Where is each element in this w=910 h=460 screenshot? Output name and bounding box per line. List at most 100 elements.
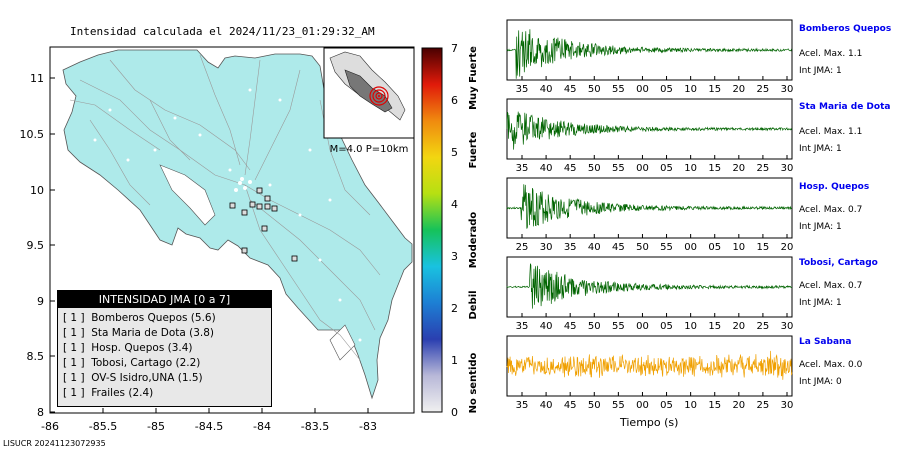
colorbar-label: Fuerte	[468, 131, 479, 168]
station-acel: Acel. Max. 0.0	[799, 360, 863, 370]
colorbar-label: No sentido	[468, 352, 479, 413]
legend-item: [ 1 ] Frailes (2.4)	[63, 387, 154, 399]
axis-tick-label: 40	[540, 321, 553, 332]
intensity-colorbar	[421, 47, 443, 413]
axis-tick-label: 05	[708, 242, 721, 253]
legend-title: INTENSIDAD JMA [0 a 7]	[58, 291, 271, 308]
axis-tick-label: 25	[757, 321, 770, 332]
lon-tick: -83	[359, 420, 377, 433]
lon-tick: -84.5	[195, 420, 223, 433]
lat-tick: 11	[30, 72, 44, 85]
axis-tick-label: 00	[636, 84, 649, 95]
axis-tick-label: 10	[684, 84, 697, 95]
lon-tick: -85	[147, 420, 165, 433]
axis-tick-label: 00	[636, 321, 649, 332]
axis-tick-label: 10	[732, 242, 745, 253]
road-network	[69, 54, 381, 361]
map-title: Intensidad calculada el 2024/11/23_01:29…	[70, 25, 375, 38]
axis-tick-label: 05	[660, 400, 673, 411]
axis-tick-label: 25	[757, 163, 770, 174]
inset-map	[323, 47, 415, 139]
legend-item: [ 1 ] Sta Maria de Dota (3.8)	[63, 327, 215, 339]
waveform-trace	[506, 29, 793, 79]
inset-label: M=4.0 P=10km	[330, 144, 409, 155]
axis-tick-label: 10	[684, 163, 697, 174]
axis-tick-label: 50	[588, 163, 601, 174]
axis-tick-label: 35	[516, 163, 529, 174]
axis-tick-label: 30	[781, 163, 794, 174]
axis-tick-label: 55	[612, 163, 625, 174]
axis-tick-label: 55	[612, 321, 625, 332]
lat-tick: 10	[30, 184, 44, 197]
colorbar-tick: 7	[451, 42, 458, 55]
lon-tick: -84	[253, 420, 271, 433]
station-name: Sta Maria de Dota	[799, 102, 891, 112]
colorbar-tick: 0	[451, 406, 458, 419]
axis-tick-label: 30	[781, 84, 794, 95]
legend-item: [ 1 ] Tobosi, Cartago (2.2)	[63, 357, 201, 369]
axis-tick-label: 40	[588, 242, 601, 253]
epicenter-icon	[369, 86, 389, 106]
axis-tick-label: 20	[732, 321, 745, 332]
lon-tick: -85.5	[89, 420, 117, 433]
colorbar-label: Muy Fuerte	[468, 46, 479, 110]
axis-tick-label: 35	[516, 321, 529, 332]
footer-id: LISUCR 20241123072935	[3, 439, 106, 448]
station-int: Int JMA: 1	[799, 144, 842, 154]
legend-item: [ 1 ] OV-S Isidro,UNA (1.5)	[63, 372, 203, 384]
colorbar-tick: 1	[451, 354, 458, 367]
axis-tick-label: 15	[708, 163, 721, 174]
station-int: Int JMA: 1	[799, 66, 842, 76]
station-acel: Acel. Max. 1.1	[799, 49, 863, 59]
waveform-trace	[506, 111, 793, 150]
axis-tick-label: 25	[516, 242, 529, 253]
axis-tick-label: 25	[757, 84, 770, 95]
station-acel: Acel. Max. 1.1	[799, 127, 863, 137]
axis-tick-label: 20	[732, 84, 745, 95]
axis-tick-label: 45	[564, 321, 577, 332]
axis-tick-label: 50	[588, 84, 601, 95]
axis-tick-label: 30	[781, 321, 794, 332]
axis-tick-label: 10	[684, 400, 697, 411]
lat-tick: 8.5	[27, 350, 45, 363]
colorbar-tick: 2	[451, 302, 458, 315]
colorbar-tick: 6	[451, 94, 458, 107]
axis-tick-label: 50	[588, 321, 601, 332]
legend-item: [ 1 ] Bomberos Quepos (5.6)	[63, 312, 216, 324]
axis-tick-label: 40	[540, 400, 553, 411]
axis-tick-label: 50	[588, 400, 601, 411]
axis-tick-label: 30	[540, 242, 553, 253]
axis-tick-label: 35	[516, 400, 529, 411]
axis-tick-label: 35	[516, 84, 529, 95]
axis-tick-label: 55	[612, 400, 625, 411]
waveform-trace	[506, 184, 793, 229]
axis-tick-label: 05	[660, 84, 673, 95]
colorbar-tick: 3	[451, 250, 458, 263]
axis-tick-label: 50	[636, 242, 649, 253]
station-int: Int JMA: 1	[799, 222, 842, 232]
colorbar-labels: Muy Fuerte Fuerte Moderado Debil No sent…	[468, 46, 479, 414]
axis-tick-label: 05	[660, 321, 673, 332]
axis-tick-label: 10	[684, 321, 697, 332]
axis-tick-label: 05	[660, 163, 673, 174]
axis-tick-label: 20	[781, 242, 794, 253]
station-int: Int JMA: 0	[799, 377, 842, 387]
intensity-legend: INTENSIDAD JMA [0 a 7] [ 1 ] Bomberos Qu…	[57, 290, 272, 407]
axis-tick-label: 45	[564, 163, 577, 174]
lat-axis: 11 10.5 10 9.5 9 8.5 8	[20, 72, 55, 419]
axis-tick-label: 00	[636, 400, 649, 411]
lat-tick: 10.5	[20, 128, 45, 141]
axis-tick-label: 15	[708, 84, 721, 95]
station-acel: Acel. Max. 0.7	[799, 205, 863, 215]
lat-tick: 8	[37, 406, 44, 419]
axis-tick-label: 20	[732, 400, 745, 411]
colorbar-label: Moderado	[468, 212, 479, 269]
axis-tick-label: 15	[708, 321, 721, 332]
lon-tick: -83.5	[301, 420, 329, 433]
station-name: Hosp. Quepos	[799, 182, 870, 192]
axis-tick-label: 45	[564, 84, 577, 95]
axis-tick-label: 40	[540, 163, 553, 174]
axis-tick-label: 55	[612, 84, 625, 95]
axis-tick-label: 45	[612, 242, 625, 253]
waveform-trace	[506, 350, 793, 380]
